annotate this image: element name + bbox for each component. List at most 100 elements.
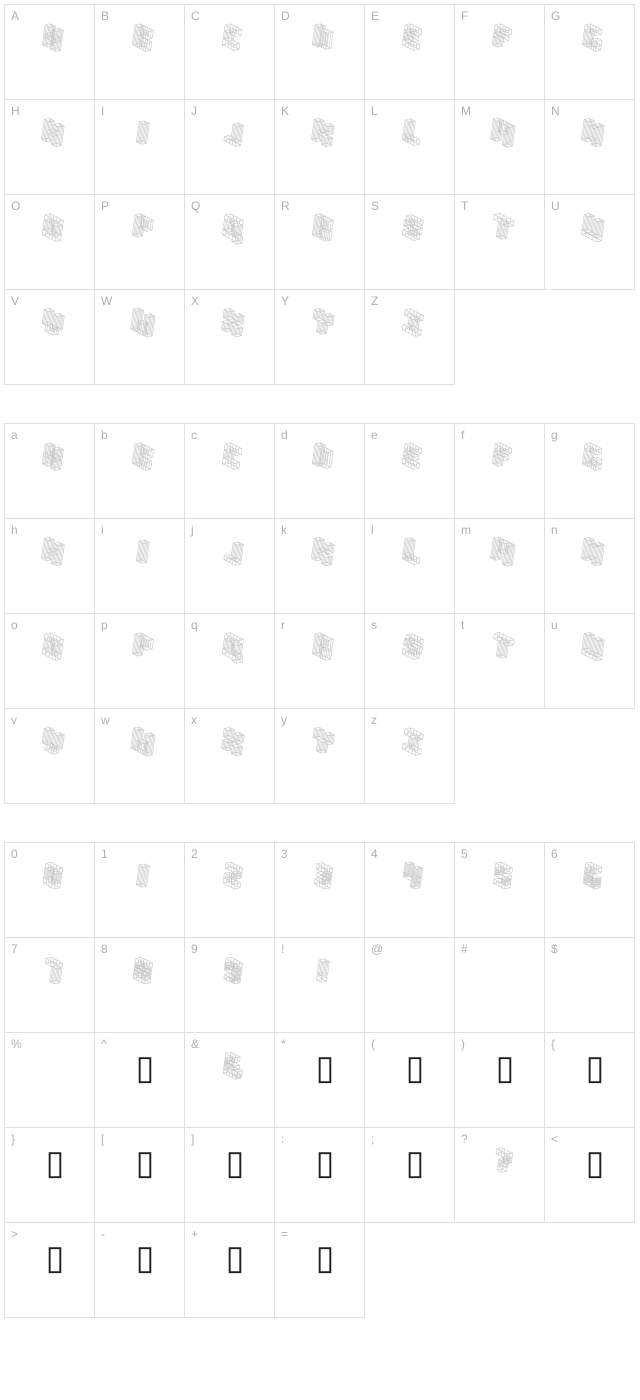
glyph-cell[interactable]: 0 xyxy=(5,843,95,938)
glyph-cell[interactable]: 6 xyxy=(545,843,635,938)
glyph-cell[interactable]: =▯ xyxy=(275,1223,365,1318)
glyph-preview xyxy=(477,438,533,494)
glyph-cell[interactable]: a xyxy=(5,424,95,519)
glyph-cell[interactable]: ? xyxy=(455,1128,545,1223)
glyph-3d-icon xyxy=(573,114,617,158)
glyph-cell[interactable]: k xyxy=(275,519,365,614)
glyph-cell[interactable]: 2 xyxy=(185,843,275,938)
glyph-cell[interactable]: o xyxy=(5,614,95,709)
glyph-cell[interactable]: [▯ xyxy=(95,1128,185,1223)
glyph-cell[interactable]: l xyxy=(365,519,455,614)
glyph-cell[interactable]: q xyxy=(185,614,275,709)
glyph-cell[interactable]: 9 xyxy=(185,938,275,1033)
glyph-cell[interactable]: T xyxy=(455,195,545,290)
glyph-cell[interactable]: C xyxy=(185,5,275,100)
missing-glyph-icon: ▯ xyxy=(316,1241,335,1275)
glyph-cell[interactable]: >▯ xyxy=(5,1223,95,1318)
glyph-cell[interactable]: t xyxy=(455,614,545,709)
glyph-cell[interactable]: Y xyxy=(275,290,365,385)
glyph-cell[interactable]: E xyxy=(365,5,455,100)
glyph-cell[interactable]: J xyxy=(185,100,275,195)
cell-label: ^ xyxy=(101,1037,107,1051)
glyph-3d-icon xyxy=(303,209,347,253)
glyph-cell[interactable]: :▯ xyxy=(275,1128,365,1223)
glyph-cell[interactable]: X xyxy=(185,290,275,385)
glyph-cell[interactable]: @ xyxy=(365,938,455,1033)
glyph-cell[interactable]: O xyxy=(5,195,95,290)
glyph-cell[interactable]: d xyxy=(275,424,365,519)
cell-label: U xyxy=(551,199,560,213)
glyph-cell[interactable]: L xyxy=(365,100,455,195)
glyph-cell[interactable]: H xyxy=(5,100,95,195)
cell-label: < xyxy=(551,1132,558,1146)
glyph-cell[interactable]: D xyxy=(275,5,365,100)
glyph-cell[interactable]: 8 xyxy=(95,938,185,1033)
glyph-preview xyxy=(297,628,353,684)
glyph-cell[interactable]: }▯ xyxy=(5,1128,95,1223)
glyph-cell[interactable]: 7 xyxy=(5,938,95,1033)
glyph-cell[interactable]: M xyxy=(455,100,545,195)
glyph-cell[interactable]: K xyxy=(275,100,365,195)
glyph-cell[interactable]: i xyxy=(95,519,185,614)
glyph-cell[interactable]: 5 xyxy=(455,843,545,938)
missing-glyph-icon: ▯ xyxy=(316,1146,335,1180)
glyph-cell[interactable]: j xyxy=(185,519,275,614)
glyph-cell[interactable]: ! xyxy=(275,938,365,1033)
glyph-cell[interactable]: Q xyxy=(185,195,275,290)
glyph-cell[interactable]: v xyxy=(5,709,95,804)
glyph-cell[interactable]: G xyxy=(545,5,635,100)
glyph-cell[interactable]: z xyxy=(365,709,455,804)
glyph-cell[interactable]: <▯ xyxy=(545,1128,635,1223)
glyph-cell[interactable]: x xyxy=(185,709,275,804)
glyph-cell[interactable]: w xyxy=(95,709,185,804)
glyph-cell[interactable]: -▯ xyxy=(95,1223,185,1318)
glyph-cell[interactable]: S xyxy=(365,195,455,290)
glyph-cell[interactable]: n xyxy=(545,519,635,614)
glyph-cell[interactable]: U xyxy=(545,195,635,290)
glyph-cell[interactable]: R xyxy=(275,195,365,290)
glyph-cell[interactable]: f xyxy=(455,424,545,519)
glyph-cell[interactable]: W xyxy=(95,290,185,385)
glyph-cell[interactable]: {▯ xyxy=(545,1033,635,1128)
glyph-cell[interactable]: B xyxy=(95,5,185,100)
glyph-cell[interactable]: e xyxy=(365,424,455,519)
glyph-cell[interactable]: 4 xyxy=(365,843,455,938)
glyph-cell[interactable]: V xyxy=(5,290,95,385)
glyph-preview xyxy=(387,19,443,75)
glyph-cell[interactable]: Z xyxy=(365,290,455,385)
cell-label: @ xyxy=(371,942,383,956)
glyph-cell[interactable]: s xyxy=(365,614,455,709)
glyph-cell[interactable]: P xyxy=(95,195,185,290)
glyph-cell[interactable]: c xyxy=(185,424,275,519)
glyph-cell[interactable]: *▯ xyxy=(275,1033,365,1128)
glyph-cell[interactable]: ;▯ xyxy=(365,1128,455,1223)
glyph-cell[interactable]: N xyxy=(545,100,635,195)
glyph-cell[interactable]: ]▯ xyxy=(185,1128,275,1223)
glyph-cell[interactable]: ^▯ xyxy=(95,1033,185,1128)
missing-glyph-icon: ▯ xyxy=(406,1051,425,1085)
glyph-cell[interactable]: & xyxy=(185,1033,275,1128)
glyph-cell[interactable]: F xyxy=(455,5,545,100)
glyph-cell[interactable]: # xyxy=(455,938,545,1033)
glyph-cell[interactable]: 3 xyxy=(275,843,365,938)
glyph-preview xyxy=(297,19,353,75)
glyph-cell[interactable]: r xyxy=(275,614,365,709)
glyph-preview: ▯ xyxy=(117,1237,173,1293)
glyph-cell[interactable]: b xyxy=(95,424,185,519)
glyph-cell[interactable]: +▯ xyxy=(185,1223,275,1318)
glyph-cell[interactable]: % xyxy=(5,1033,95,1128)
glyph-preview xyxy=(27,114,83,170)
glyph-cell[interactable]: $ xyxy=(545,938,635,1033)
glyph-cell[interactable]: I xyxy=(95,100,185,195)
glyph-cell[interactable]: A xyxy=(5,5,95,100)
glyph-cell[interactable]: h xyxy=(5,519,95,614)
glyph-cell[interactable]: p xyxy=(95,614,185,709)
glyph-cell[interactable]: 1 xyxy=(95,843,185,938)
glyph-cell[interactable]: m xyxy=(455,519,545,614)
glyph-cell[interactable]: y xyxy=(275,709,365,804)
glyph-cell[interactable]: g xyxy=(545,424,635,519)
glyph-cell[interactable]: (▯ xyxy=(365,1033,455,1128)
glyph-cell[interactable]: u xyxy=(545,614,635,709)
glyph-preview xyxy=(207,304,263,360)
glyph-cell[interactable]: )▯ xyxy=(455,1033,545,1128)
